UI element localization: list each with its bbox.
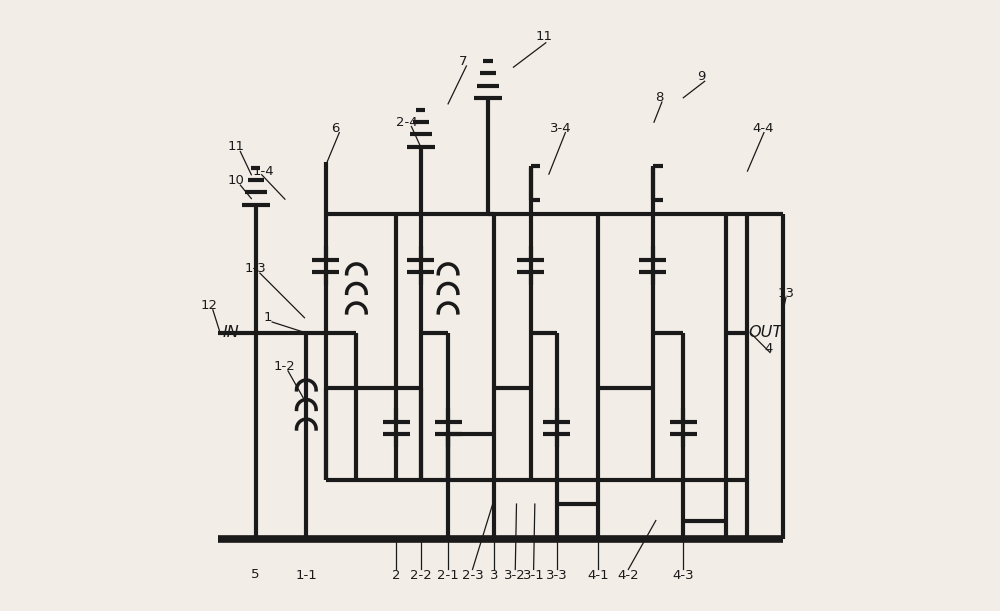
Text: 3-2: 3-2 — [504, 569, 526, 582]
Text: 11: 11 — [535, 30, 552, 43]
Text: 4-4: 4-4 — [752, 122, 773, 135]
Text: 5: 5 — [251, 568, 260, 581]
Text: 4-2: 4-2 — [617, 569, 639, 582]
Text: 7: 7 — [459, 54, 468, 68]
Text: 4-3: 4-3 — [672, 569, 694, 582]
Text: IN: IN — [223, 326, 240, 340]
Text: 3: 3 — [490, 569, 498, 582]
Text: 2-2: 2-2 — [410, 569, 431, 582]
Text: OUT: OUT — [748, 326, 782, 340]
Text: 2-3: 2-3 — [462, 569, 483, 582]
Text: 13: 13 — [777, 287, 794, 300]
Text: 10: 10 — [228, 174, 244, 187]
Text: 3-4: 3-4 — [550, 122, 572, 135]
Text: 8: 8 — [655, 91, 663, 104]
Text: 1-3: 1-3 — [245, 262, 266, 276]
Text: 4-1: 4-1 — [587, 569, 609, 582]
Text: 12: 12 — [201, 299, 218, 312]
Text: 1: 1 — [264, 311, 272, 324]
Text: 1-4: 1-4 — [252, 164, 274, 178]
Text: 2-1: 2-1 — [437, 569, 459, 582]
Text: 1-2: 1-2 — [274, 360, 296, 373]
Text: 11: 11 — [228, 140, 245, 153]
Text: 6: 6 — [331, 122, 339, 135]
Text: 2-4: 2-4 — [396, 115, 418, 129]
Text: 3-3: 3-3 — [546, 569, 568, 582]
Text: 2: 2 — [392, 569, 400, 582]
Text: 3-1: 3-1 — [523, 569, 544, 582]
Text: 4: 4 — [765, 342, 773, 355]
Text: 1-1: 1-1 — [295, 569, 317, 582]
Text: 9: 9 — [697, 70, 706, 83]
